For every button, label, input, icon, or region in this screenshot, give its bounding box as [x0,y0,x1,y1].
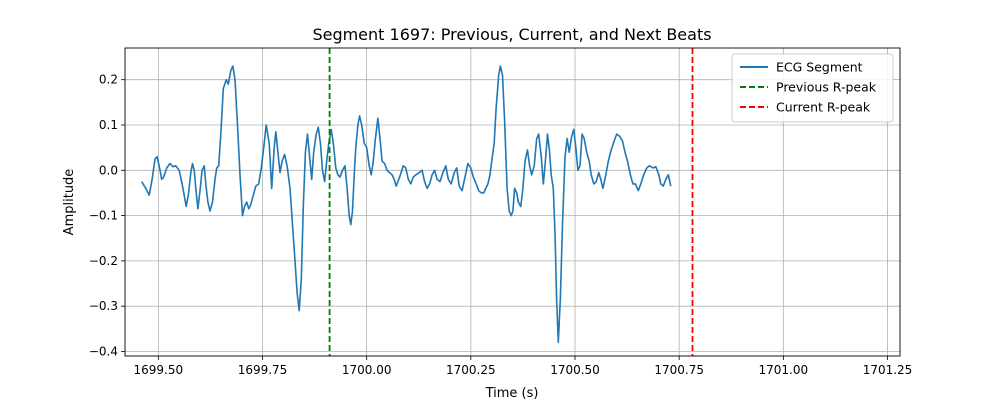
x-tick-label: 1700.00 [342,363,392,377]
legend-label-ecg: ECG Segment [776,60,863,75]
x-tick-label: 1701.00 [759,363,809,377]
x-axis-ticks: 1699.50 1699.75 1700.00 1700.25 1700.50 1700.… [134,356,913,377]
x-tick-label: 1700.50 [550,363,600,377]
series-layer [141,65,672,344]
y-axis-label: Amplitude [62,169,77,236]
legend-label-current-r-peak: Current R-peak [776,100,871,115]
x-tick-label: 1699.50 [134,363,184,377]
ecg-segment-line [141,65,672,344]
y-tick-label: −0.2 [89,254,118,268]
y-axis-ticks: 0.2 0.1 0.0 −0.1 −0.2 −0.3 −0.4 [89,73,125,358]
y-tick-label: −0.3 [89,299,118,313]
y-tick-label: 0.0 [99,163,118,177]
y-tick-label: 0.2 [99,73,118,87]
reference-lines [328,48,694,356]
legend-label-previous-r-peak: Previous R-peak [776,80,877,95]
plot-frame [124,47,901,357]
chart-title: Segment 1697: Previous, Current, and Nex… [312,25,711,44]
legend: ECG Segment Previous R-peak Current R-pe… [731,53,894,123]
legend-box [731,53,894,123]
x-tick-label: 1701.25 [863,363,913,377]
x-axis-label: Time (s) [485,386,539,400]
y-tick-label: −0.1 [89,209,118,223]
x-tick-label: 1700.25 [446,363,496,377]
y-tick-label: −0.4 [89,344,118,358]
x-tick-label: 1699.75 [238,363,288,377]
y-tick-label: 0.1 [99,118,118,132]
x-tick-label: 1700.75 [654,363,704,377]
